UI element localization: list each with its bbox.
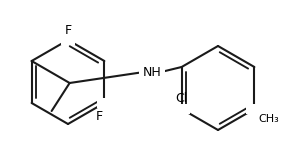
Bar bbox=[139, 65, 165, 79]
Bar bbox=[247, 104, 264, 114]
Text: CH₃: CH₃ bbox=[258, 114, 279, 124]
Bar bbox=[61, 35, 75, 45]
Bar bbox=[97, 98, 111, 108]
Text: F: F bbox=[96, 109, 103, 122]
Text: F: F bbox=[64, 24, 72, 37]
Text: NH: NH bbox=[143, 66, 161, 79]
Bar bbox=[174, 104, 190, 114]
Text: Cl: Cl bbox=[176, 92, 188, 104]
